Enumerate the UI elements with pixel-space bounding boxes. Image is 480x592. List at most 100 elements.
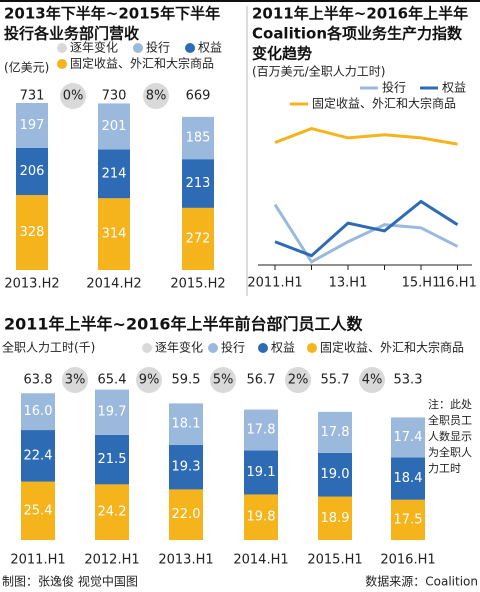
bar-segment [244, 494, 278, 540]
total-label: 669 [186, 89, 211, 104]
x-tick-label: 2014.H1 [233, 553, 288, 568]
bar-value-label: 206 [20, 164, 45, 179]
bar-segment [318, 411, 352, 453]
bar-segment [391, 457, 425, 500]
change-bubble [143, 83, 169, 109]
change-label: 4% [362, 373, 383, 388]
bar-segment [391, 417, 425, 458]
change-label: 8% [146, 89, 167, 104]
x-tick-label: 2015.H1 [307, 553, 362, 568]
bar-segment [98, 149, 130, 199]
change-label: 9% [139, 373, 160, 388]
chart-title: 变化趋势 [252, 45, 312, 63]
legend-label: 投行 [382, 80, 406, 95]
bar-value-label: 185 [186, 131, 211, 146]
x-tick-label: 16.H1 [438, 276, 477, 291]
change-bubble [210, 367, 236, 393]
bar-segment [21, 393, 55, 431]
bar-segment [391, 499, 425, 540]
bar-value-label: 24.2 [98, 505, 127, 520]
unit-label: (百万美元/全职人力工时) [252, 64, 385, 79]
legend-label: 逐年变化 [155, 340, 203, 355]
chart-title: 2013年下半年~2015年下半年 [4, 5, 220, 23]
bar-segment [16, 147, 48, 196]
total-label: 59.5 [172, 373, 201, 388]
bar-segment [95, 389, 129, 435]
total-label: 731 [20, 89, 45, 104]
total-label: 63.8 [24, 373, 53, 388]
top-rule [0, 0, 480, 2]
bar-value-label: 197 [20, 118, 45, 133]
change-bubble [359, 367, 385, 393]
bar-segment [98, 103, 130, 150]
bar-value-label: 328 [20, 225, 45, 240]
series-line [274, 199, 459, 258]
note: 为全职人 [428, 445, 472, 459]
bar-value-label: 19.3 [172, 460, 201, 475]
bar-value-label: 21.5 [98, 452, 127, 467]
bar-value-label: 19.1 [247, 465, 276, 480]
bar-segment [95, 484, 129, 540]
legend-swatch [307, 343, 317, 353]
change-label: 0% [63, 89, 84, 104]
legend-label: 权益 [442, 81, 466, 95]
bar-segment [169, 445, 203, 490]
bar-value-label: 213 [186, 176, 211, 191]
change-bubble [285, 367, 311, 393]
x-tick-label: 2011.H1 [247, 276, 302, 291]
legend-swatch [142, 343, 152, 353]
series-line [274, 127, 458, 146]
bar-value-label: 18.1 [172, 417, 201, 432]
bar-value-label: 17.5 [394, 512, 423, 527]
bar-segment [169, 489, 203, 540]
note: 人数显示 [428, 430, 472, 443]
legend-swatch [57, 43, 67, 53]
unit-label: 全职人力工时(千) [2, 340, 95, 355]
note: 全职员工 [428, 413, 472, 427]
bar-value-label: 16.0 [24, 404, 53, 419]
legend-label: 权益 [198, 41, 222, 55]
change-label: 2% [288, 373, 309, 388]
bar-segment [98, 198, 130, 270]
x-tick-label: 2014.H2 [86, 277, 141, 292]
bar-value-label: 19.8 [247, 510, 276, 525]
legend-swatch [57, 59, 67, 69]
bar-value-label: 17.4 [394, 430, 423, 445]
bar-value-label: 214 [102, 166, 127, 181]
bar-value-label: 19.0 [321, 467, 350, 482]
bar-segment [182, 116, 214, 160]
credit: 制图：张逸俊 视觉中国图 [2, 574, 138, 589]
x-tick-label: 2013.H2 [4, 277, 59, 292]
bar-value-label: 17.8 [321, 425, 350, 440]
bar-segment [182, 207, 214, 270]
bar-value-label: 272 [186, 231, 211, 246]
bar-value-label: 17.8 [247, 423, 276, 438]
chart-title: 2011年上半年~2016年上半年 [252, 5, 468, 23]
chart-title: Coalition各项业务生产力指数 [252, 25, 463, 43]
legend-label: 投行 [221, 340, 245, 355]
legend-label: 权益 [271, 341, 295, 355]
x-tick-label: 2013.H1 [158, 553, 213, 568]
legend-swatch [133, 43, 143, 53]
legend-label: 固定收益、外汇和大宗商品 [312, 96, 456, 111]
legend-swatch [208, 343, 218, 353]
note: 注：此处 [428, 397, 472, 411]
change-label: 3% [65, 373, 86, 388]
legend-label: 固定收益、外汇和大宗商品 [70, 56, 214, 71]
bar-segment [318, 496, 352, 540]
change-bubble [136, 367, 162, 393]
bar-value-label: 201 [102, 119, 127, 134]
bar-value-label: 18.4 [394, 471, 423, 486]
x-tick-label: 2011.H1 [10, 553, 65, 568]
change-bubble [60, 83, 86, 109]
x-tick-label: 15.H1 [402, 276, 441, 291]
total-label: 65.4 [98, 373, 127, 388]
bar-segment [21, 430, 55, 482]
change-label: 5% [213, 373, 234, 388]
total-label: 55.7 [321, 373, 350, 388]
bar-segment [244, 409, 278, 451]
total-label: 730 [102, 89, 127, 104]
legend-label: 固定收益、外汇和大宗商品 [320, 340, 464, 355]
bar-segment [21, 481, 55, 540]
source: 数据来源：Coalition [365, 574, 478, 589]
